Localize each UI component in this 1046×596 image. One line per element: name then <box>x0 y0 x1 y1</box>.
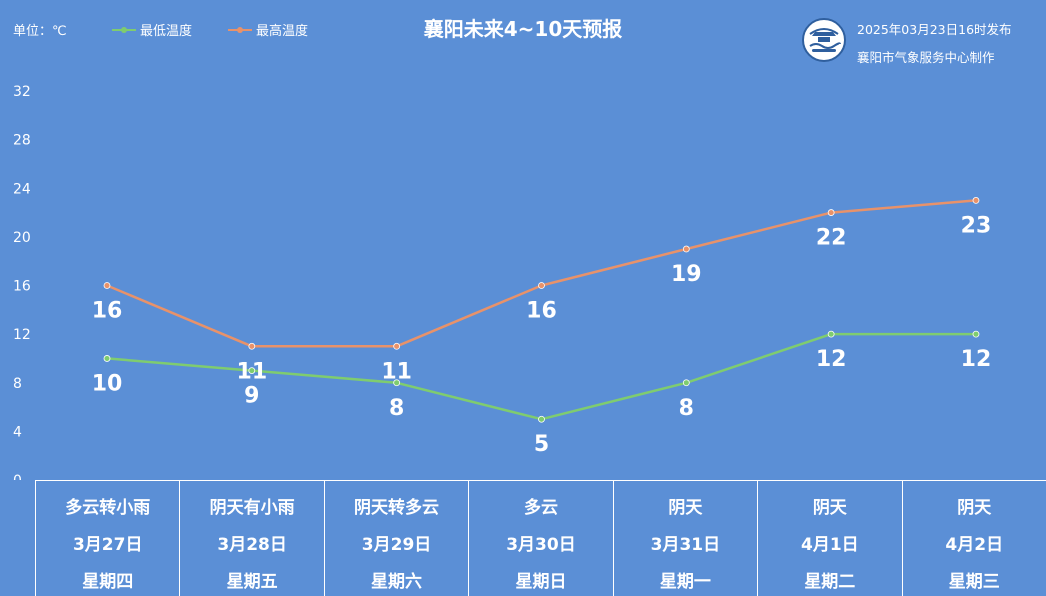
low-temp-label: 8 <box>679 396 694 421</box>
high-temp-label: 23 <box>961 213 992 238</box>
y-tick-label: 32 <box>13 84 31 100</box>
y-tick-label: 12 <box>13 327 31 343</box>
low-temp-point <box>393 379 401 387</box>
high-temp-point <box>393 342 401 350</box>
low-temp-point <box>248 367 256 374</box>
forecast-day-column: 阴天 3月31日 星期一 <box>612 481 757 596</box>
weekday-text: 星期一 <box>659 572 711 592</box>
high-temp-point <box>682 245 690 253</box>
weekday-text: 星期四 <box>82 572 134 592</box>
y-tick-label: 0 <box>13 473 22 480</box>
low-temp-label: 10 <box>92 371 123 396</box>
high-temp-point <box>972 197 980 204</box>
date-text: 3月29日 <box>361 535 432 555</box>
date-text: 3月27日 <box>72 535 143 555</box>
high-temp-point <box>827 209 835 216</box>
temperature-line-chart: 0 4 8 12 16 20 24 28 32 10 9 8 5 8 12 12 16 11 11 16 19 22 23 <box>13 84 992 480</box>
y-tick-label: 24 <box>13 181 31 197</box>
weather-text: 阴天有小雨 <box>209 498 295 518</box>
forecast-day-column: 多云转小雨 3月27日 星期四 <box>35 481 179 596</box>
low-temp-label: 8 <box>389 396 404 421</box>
y-tick-label: 4 <box>13 424 22 440</box>
date-text: 4月2日 <box>945 535 1004 555</box>
high-temp-point <box>248 342 256 350</box>
high-temp-label: 11 <box>237 359 268 384</box>
low-temp-point <box>103 355 111 362</box>
weekday-text: 星期三 <box>948 572 1000 592</box>
low-temp-point <box>538 415 545 423</box>
publisher: 襄阳市气象服务中心制作 <box>857 50 995 65</box>
weather-text: 阴天 <box>957 498 992 518</box>
legend-item-high[interactable]: 最高温度 <box>228 20 308 39</box>
y-tick-label: 20 <box>13 230 31 246</box>
y-tick-label: 28 <box>13 133 31 149</box>
legend-low-label: 最低温度 <box>140 24 193 39</box>
date-text: 4月1日 <box>800 535 859 555</box>
high-temp-point <box>103 282 111 289</box>
date-text: 3月31日 <box>650 535 721 555</box>
low-temp-label: 9 <box>244 384 259 409</box>
weekday-text: 星期五 <box>226 572 278 592</box>
legend-high-label: 最高温度 <box>256 24 309 39</box>
forecast-day-column: 阴天 4月2日 星期三 <box>901 481 1046 596</box>
low-temp-label: 5 <box>534 432 549 457</box>
high-temp-label: 16 <box>92 299 123 324</box>
date-text: 3月30日 <box>506 535 576 555</box>
high-temp-label: 22 <box>816 226 847 251</box>
unit-label: 单位：℃ <box>13 24 67 39</box>
forecast-day-column: 多云 3月30日 星期日 <box>468 481 612 596</box>
date-text: 3月28日 <box>217 535 287 555</box>
forecast-day-column: 阴天有小雨 3月28日 星期五 <box>179 481 323 596</box>
weekday-text: 星期六 <box>371 572 423 592</box>
weather-text: 多云 <box>523 498 558 518</box>
weather-text: 阴天 <box>668 498 703 518</box>
weather-text: 阴天转多云 <box>354 498 440 518</box>
weekday-text: 星期二 <box>804 572 856 592</box>
series-layer <box>103 197 980 423</box>
y-tick-label: 8 <box>13 376 22 392</box>
high-temp-point <box>538 282 545 289</box>
publish-time: 2025年03月23日16时发布 <box>857 22 1012 37</box>
weekday-text: 星期日 <box>515 572 567 592</box>
high-temp-label: 11 <box>381 359 412 384</box>
high-temp-label: 19 <box>671 262 702 287</box>
high-temp-label: 16 <box>526 299 557 324</box>
low-temp-label: 12 <box>816 347 847 372</box>
legend-low-swatch <box>112 26 136 33</box>
legend-high-swatch <box>228 26 252 33</box>
weather-text: 阴天 <box>812 498 847 518</box>
forecast-table: 多云转小雨 3月27日 星期四 阴天有小雨 3月28日 星期五 阴天转多云 3月… <box>35 480 1046 596</box>
weather-logo <box>802 18 846 62</box>
low-temp-point <box>827 330 835 338</box>
legend-item-low[interactable]: 最低温度 <box>112 20 192 39</box>
weather-text: 多云转小雨 <box>65 498 151 518</box>
chart-title: 襄阳未来4~10天预报 <box>423 17 623 41</box>
low-temp-point <box>682 379 690 387</box>
data-labels-layer: 10 9 8 5 8 12 12 16 11 11 16 19 22 23 <box>92 213 992 457</box>
y-tick-label: 16 <box>13 279 31 295</box>
low-temp-point <box>972 330 980 338</box>
forecast-day-column: 阴天转多云 3月29日 星期六 <box>323 481 468 596</box>
low-temp-label: 12 <box>961 347 992 372</box>
high-temp-line <box>106 199 977 348</box>
forecast-day-column: 阴天 4月1日 星期二 <box>757 481 901 596</box>
y-axis: 0 4 8 12 16 20 24 28 32 <box>13 84 31 480</box>
